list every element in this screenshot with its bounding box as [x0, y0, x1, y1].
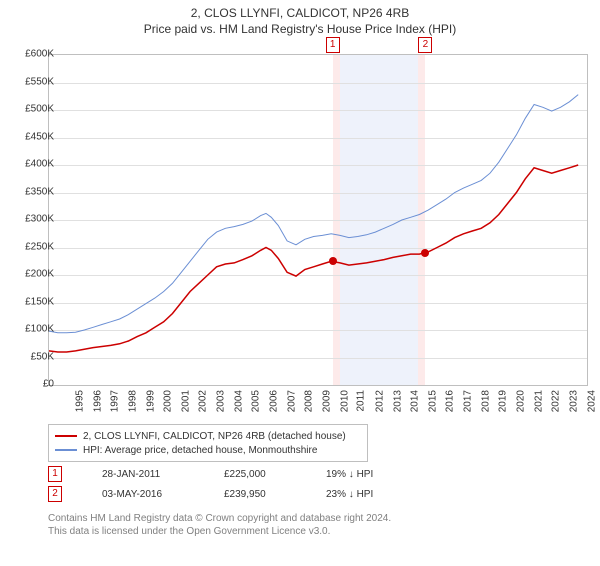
sale-number-badge: 1: [48, 466, 62, 482]
series-line: [49, 165, 578, 352]
x-tick-label: 2006: [268, 390, 279, 412]
x-tick-label: 2011: [356, 390, 367, 412]
x-tick-label: 2016: [445, 390, 456, 412]
sale-marker: 2: [418, 37, 432, 53]
x-tick-label: 2023: [568, 390, 579, 412]
sale-price: £225,000: [224, 469, 294, 480]
chart-lines: [49, 55, 587, 385]
x-tick-label: 2012: [374, 390, 385, 412]
x-tick-label: 1997: [110, 390, 121, 412]
sale-date: 28-JAN-2011: [102, 469, 192, 480]
chart-title: 2, CLOS LLYNFI, CALDICOT, NP26 4RB: [0, 6, 600, 20]
x-tick-label: 2017: [462, 390, 473, 412]
y-tick-label: £100K: [10, 324, 54, 335]
legend-label: HPI: Average price, detached house, Monm…: [83, 445, 317, 456]
footnote-line1: Contains HM Land Registry data © Crown c…: [48, 512, 391, 525]
x-tick-label: 2020: [515, 390, 526, 412]
sales-table: 1 28-JAN-2011 £225,000 19% ↓ HPI 2 03-MAY-201…: [48, 464, 406, 504]
y-tick-label: £550K: [10, 76, 54, 87]
x-tick-label: 2005: [251, 390, 262, 412]
x-tick-label: 2000: [162, 390, 173, 412]
x-tick-label: 2022: [551, 390, 562, 412]
x-tick-label: 2009: [321, 390, 332, 412]
chart-subtitle: Price paid vs. HM Land Registry's House …: [0, 22, 600, 36]
legend-swatch: [55, 449, 77, 451]
footnote-line2: This data is licensed under the Open Gov…: [48, 525, 391, 538]
y-tick-label: £450K: [10, 131, 54, 142]
x-tick-label: 2019: [498, 390, 509, 412]
sale-date: 03-MAY-2016: [102, 489, 192, 500]
y-tick-label: £200K: [10, 269, 54, 280]
y-tick-label: £250K: [10, 241, 54, 252]
chart-legend: 2, CLOS LLYNFI, CALDICOT, NP26 4RB (deta…: [48, 424, 368, 462]
footnote: Contains HM Land Registry data © Crown c…: [48, 512, 391, 538]
x-tick-label: 2008: [304, 390, 315, 412]
x-tick-label: 2004: [233, 390, 244, 412]
x-tick-label: 1998: [127, 390, 138, 412]
x-tick-label: 2018: [480, 390, 491, 412]
y-tick-label: £400K: [10, 159, 54, 170]
y-tick-label: £350K: [10, 186, 54, 197]
legend-item: 2, CLOS LLYNFI, CALDICOT, NP26 4RB (deta…: [55, 429, 361, 443]
y-tick-label: £300K: [10, 214, 54, 225]
x-tick-label: 2003: [215, 390, 226, 412]
x-tick-label: 2024: [586, 390, 597, 412]
x-tick-label: 2002: [198, 390, 209, 412]
x-tick-label: 2021: [533, 390, 544, 412]
sale-point: [329, 257, 337, 265]
x-tick-label: 1996: [92, 390, 103, 412]
x-tick-label: 2010: [339, 390, 350, 412]
sale-number-badge: 2: [48, 486, 62, 502]
sale-diff: 23% ↓ HPI: [326, 489, 406, 500]
sale-row: 1 28-JAN-2011 £225,000 19% ↓ HPI: [48, 464, 406, 484]
x-tick-label: 2015: [427, 390, 438, 412]
y-tick-label: £0: [10, 379, 54, 390]
sale-point: [421, 249, 429, 257]
legend-item: HPI: Average price, detached house, Monm…: [55, 443, 361, 457]
legend-swatch: [55, 435, 77, 437]
x-tick-label: 1995: [74, 390, 85, 412]
x-tick-label: 2001: [180, 390, 191, 412]
x-tick-label: 2014: [409, 390, 420, 412]
x-tick-label: 2007: [286, 390, 297, 412]
sale-marker: 1: [326, 37, 340, 53]
sale-price: £239,950: [224, 489, 294, 500]
y-tick-label: £500K: [10, 104, 54, 115]
x-tick-label: 1999: [145, 390, 156, 412]
y-tick-label: £150K: [10, 296, 54, 307]
chart-plot-area: 12: [48, 54, 588, 386]
sale-diff: 19% ↓ HPI: [326, 469, 406, 480]
x-tick-label: 2013: [392, 390, 403, 412]
y-tick-label: £50K: [10, 351, 54, 362]
legend-label: 2, CLOS LLYNFI, CALDICOT, NP26 4RB (deta…: [83, 431, 346, 442]
y-tick-label: £600K: [10, 49, 54, 60]
sale-row: 2 03-MAY-2016 £239,950 23% ↓ HPI: [48, 484, 406, 504]
